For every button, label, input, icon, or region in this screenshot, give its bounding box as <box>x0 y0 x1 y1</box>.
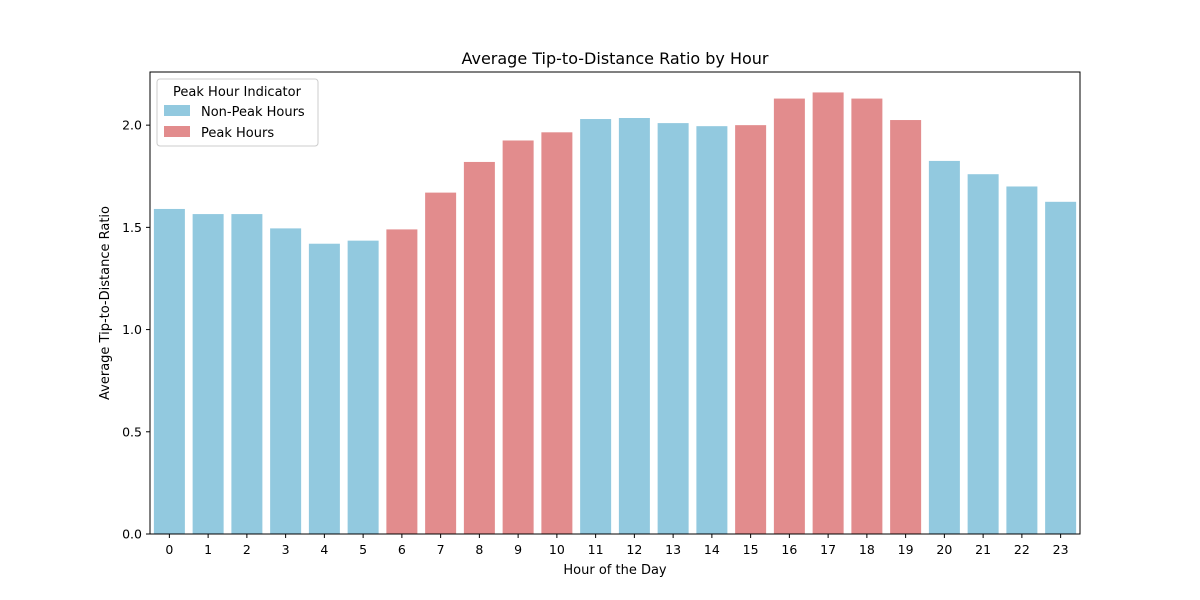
bar-hour-3 <box>270 228 302 534</box>
x-tick-label: 1 <box>204 542 212 557</box>
y-axis-label: Average Tip-to-Distance Ratio <box>98 206 113 400</box>
plot-frame <box>149 71 1081 535</box>
bar-hour-10 <box>541 132 573 534</box>
x-tick-label: 23 <box>1053 542 1069 557</box>
x-tick-label: 17 <box>820 542 836 557</box>
bar-hour-18 <box>851 98 883 534</box>
x-axis-ticks: 0 1 2 3 4 5 6 7 8 9 10 11 12 13 14 15 16 17 18 19 20 21 22 23 <box>165 534 1069 557</box>
y-tick-label: 0.0 <box>122 527 142 542</box>
bar-hour-2 <box>231 214 263 534</box>
x-tick-label: 5 <box>359 542 367 557</box>
x-tick-label: 20 <box>936 542 952 557</box>
x-tick-label: 16 <box>781 542 797 557</box>
bar-hour-20 <box>928 160 960 535</box>
x-tick-label: 19 <box>898 542 914 557</box>
bar-hour-8 <box>463 161 495 534</box>
bar-hour-0 <box>153 208 185 534</box>
bar-hour-4 <box>308 243 340 534</box>
x-tick-label: 4 <box>320 542 328 557</box>
x-tick-label: 3 <box>282 542 290 557</box>
x-tick-label: 18 <box>859 542 875 557</box>
x-tick-label: 21 <box>975 542 991 557</box>
legend-box <box>156 78 319 147</box>
x-tick-label: 7 <box>437 542 445 557</box>
bar-hour-12 <box>618 118 650 534</box>
chart-title: Average Tip-to-Distance Ratio by Hour <box>461 49 768 68</box>
bar-hour-14 <box>696 126 728 535</box>
y-tick-label: 1.5 <box>122 220 142 235</box>
bars-group <box>153 92 1077 535</box>
x-tick-label: 11 <box>588 542 604 557</box>
bar-hour-7 <box>425 192 457 535</box>
x-tick-label: 9 <box>514 542 522 557</box>
bar-hour-5 <box>347 240 379 534</box>
x-tick-label: 12 <box>626 542 642 557</box>
bar-hour-13 <box>657 123 689 535</box>
x-tick-label: 10 <box>549 542 565 557</box>
y-axis-ticks: 0.0 0.5 1.0 1.5 2.0 <box>122 118 150 542</box>
y-tick-label: 1.0 <box>122 322 142 337</box>
bar-hour-11 <box>580 119 612 535</box>
bar-hour-16 <box>773 98 805 534</box>
bar-hour-22 <box>1006 186 1038 535</box>
y-tick-label: 0.5 <box>122 424 142 439</box>
x-tick-label: 22 <box>1014 542 1030 557</box>
bar-hour-9 <box>502 140 534 535</box>
x-tick-label: 15 <box>743 542 759 557</box>
x-tick-label: 14 <box>704 542 720 557</box>
x-axis-label: Hour of the Day <box>563 563 667 578</box>
bar-hour-15 <box>735 125 767 535</box>
legend: Peak Hour Indicator Non-Peak Hours Peak … <box>156 78 319 147</box>
bar-hour-19 <box>890 120 922 534</box>
bar-hour-23 <box>1045 201 1077 534</box>
legend-swatch-non-peak <box>164 105 190 116</box>
bar-hour-6 <box>386 229 418 534</box>
x-tick-label: 8 <box>475 542 483 557</box>
legend-label-peak: Peak Hours <box>201 126 274 141</box>
x-tick-label: 0 <box>165 542 173 557</box>
legend-title: Peak Hour Indicator <box>173 85 302 100</box>
bar-hour-1 <box>192 214 224 534</box>
x-tick-label: 2 <box>243 542 251 557</box>
x-tick-label: 13 <box>665 542 681 557</box>
bar-hour-21 <box>967 174 999 534</box>
bar-hour-17 <box>812 92 844 534</box>
legend-swatch-peak <box>164 126 190 137</box>
legend-label-non-peak: Non-Peak Hours <box>201 105 305 120</box>
y-tick-label: 2.0 <box>122 118 142 133</box>
x-tick-label: 6 <box>398 542 406 557</box>
